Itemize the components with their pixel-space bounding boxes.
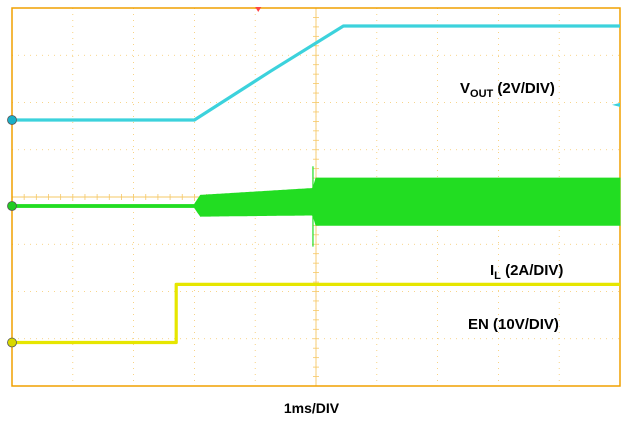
vout-label: VOUT (2V/DIV) [460,80,555,100]
vout-channel-marker [7,115,17,125]
il-label: IL (2A/DIV) [490,262,564,282]
reference-marker [612,102,620,107]
x-axis-label: 1ms/DIV [283,400,340,416]
en-trace [12,282,620,345]
il-trace [12,200,620,208]
trigger-marker [255,7,262,12]
en-label: EN (10V/DIV) [468,316,559,333]
vout-trace [12,24,620,122]
en-channel-marker [7,337,17,348]
il-channel-marker [7,201,17,211]
